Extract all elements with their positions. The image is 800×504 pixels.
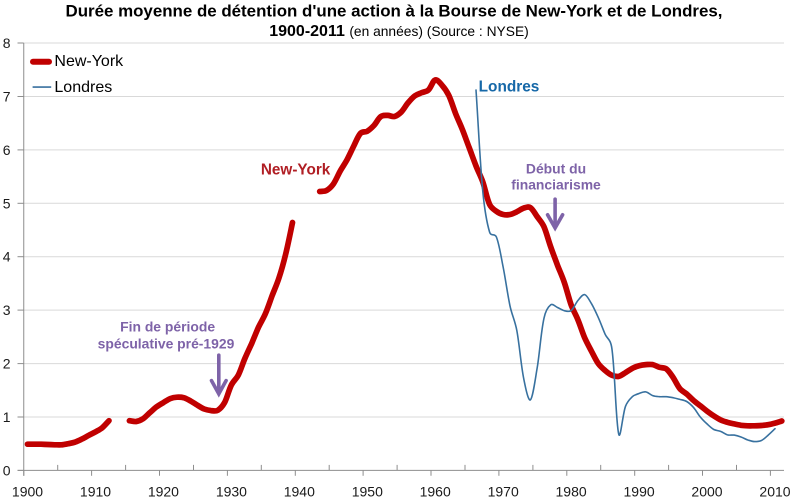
svg-text:1: 1 xyxy=(3,409,11,425)
svg-text:1990: 1990 xyxy=(624,484,655,500)
svg-text:3: 3 xyxy=(3,302,11,318)
svg-text:2010: 2010 xyxy=(759,484,790,500)
svg-text:Londres: Londres xyxy=(479,78,540,95)
svg-text:Début du: Début du xyxy=(526,160,586,176)
svg-text:Londres: Londres xyxy=(54,79,112,96)
svg-text:1960: 1960 xyxy=(420,484,451,500)
svg-text:2: 2 xyxy=(3,356,11,372)
svg-text:Fin de période: Fin de période xyxy=(120,318,215,334)
svg-text:6: 6 xyxy=(3,142,11,158)
svg-text:1940: 1940 xyxy=(284,484,315,500)
svg-text:1920: 1920 xyxy=(148,484,179,500)
svg-text:1970: 1970 xyxy=(488,484,519,500)
svg-text:5: 5 xyxy=(3,195,11,211)
svg-text:7: 7 xyxy=(3,89,11,105)
svg-text:1950: 1950 xyxy=(352,484,383,500)
svg-text:Durée moyenne de détention d'u: Durée moyenne de détention d'une action … xyxy=(66,2,723,21)
svg-text:spéculative pré-1929: spéculative pré-1929 xyxy=(98,335,235,351)
svg-text:financiarisme: financiarisme xyxy=(511,176,601,192)
svg-text:1980: 1980 xyxy=(556,484,587,500)
svg-text:New-York: New-York xyxy=(54,53,124,70)
svg-text:1900-2011 (en années) (Source: 1900-2011 (en années) (Source : NYSE) xyxy=(269,23,529,40)
svg-text:2000: 2000 xyxy=(691,484,722,500)
svg-text:1900: 1900 xyxy=(12,484,43,500)
svg-text:1930: 1930 xyxy=(216,484,247,500)
svg-text:New-York: New-York xyxy=(261,162,331,179)
svg-text:4: 4 xyxy=(3,249,11,265)
svg-text:0: 0 xyxy=(3,462,11,478)
svg-text:8: 8 xyxy=(3,35,11,51)
svg-text:1910: 1910 xyxy=(80,484,111,500)
